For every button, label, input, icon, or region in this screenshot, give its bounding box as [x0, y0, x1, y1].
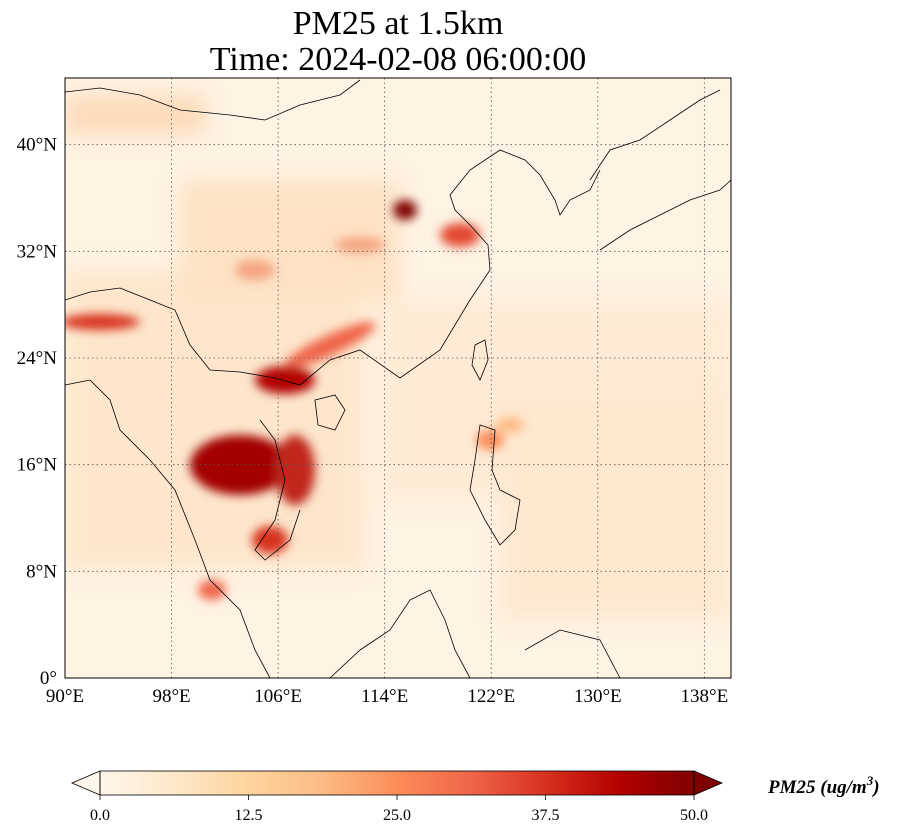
map-frame	[64, 77, 732, 679]
colorbar-ticks: 0.0 12.5 25.0 37.5 50.0	[90, 795, 708, 824]
lon-tick-label: 106°E	[254, 686, 302, 707]
colorbar-gradient	[100, 771, 694, 795]
lon-axis: 90°E 98°E 106°E 114°E 122°E 130°E 138°E	[46, 686, 728, 707]
lon-tick-label: 138°E	[681, 686, 729, 707]
lon-tick-label: 98°E	[152, 686, 190, 707]
lon-tick-label: 90°E	[46, 686, 84, 707]
colorbar-tick-label: 0.0	[90, 807, 110, 824]
colorbar-tick-label: 25.0	[383, 807, 411, 824]
map-panel	[65, 78, 731, 678]
colorbar-tick-label: 12.5	[235, 807, 263, 824]
coastlines	[65, 79, 731, 678]
gridlines	[65, 78, 731, 678]
lat-tick-label: 32°N	[17, 241, 58, 262]
lat-tick-label: 8°N	[26, 561, 57, 582]
lon-tick-label: 130°E	[574, 686, 622, 707]
lat-tick-label: 24°N	[17, 348, 58, 369]
colorbar-tick-label: 37.5	[532, 807, 560, 824]
lat-axis: 0° 8°N 16°N 24°N 32°N 40°N	[17, 135, 58, 689]
lat-tick-label: 0°	[40, 668, 57, 689]
pm25-plumes	[65, 200, 524, 600]
lat-tick-label: 16°N	[17, 455, 58, 476]
lon-tick-label: 122°E	[467, 686, 515, 707]
colorbar-extend-min	[70, 770, 101, 796]
lat-tick-label: 40°N	[17, 135, 58, 156]
lon-tick-label: 114°E	[361, 686, 408, 707]
colorbar-tick-label: 50.0	[680, 807, 708, 824]
colorbar: 0.0 12.5 25.0 37.5 50.0 PM25 (ug/m3)	[70, 770, 880, 824]
map-title-line1: PM25 at 1.5km	[292, 5, 504, 42]
map-title-line2: Time: 2024-02-08 06:00:00	[209, 41, 587, 78]
colorbar-label: PM25 (ug/m3)	[767, 773, 880, 798]
colorbar-extend-max	[693, 770, 724, 796]
